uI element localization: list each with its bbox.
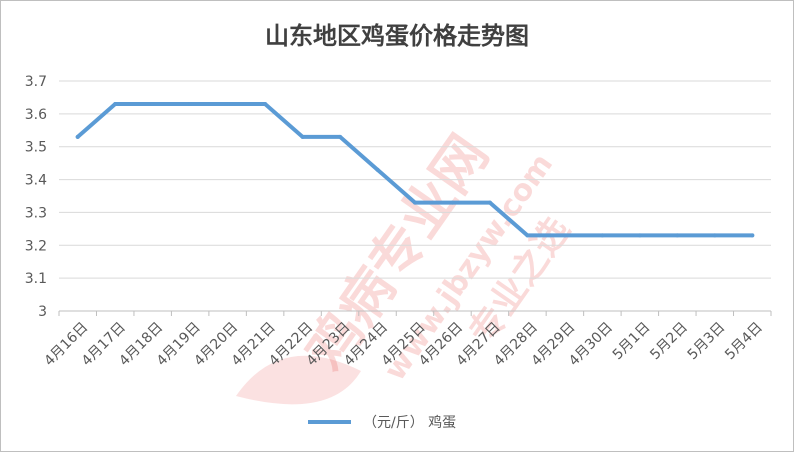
legend-label: （元/斤） 鸡蛋 [363,414,456,431]
y-tick-label: 3 [38,304,47,320]
data-point [675,233,680,238]
data-point [712,233,717,238]
y-tick-label: 3.4 [25,173,47,189]
data-point [225,102,230,106]
y-axis: 3 3.1 3.2 3.3 3.4 3.5 3.6 3.7 [25,74,47,320]
data-point [113,102,118,106]
series [75,102,755,238]
data-point [562,233,567,238]
data-point [188,102,193,106]
data-point [263,102,268,106]
chart-title: 山东地区鸡蛋价格走势图 [265,22,529,50]
data-point [338,134,343,139]
data-point [413,200,417,205]
watermark-logo [236,355,361,405]
x-tick-label: 5月2日 [647,319,691,363]
y-tick-label: 3.3 [25,205,47,221]
data-point [75,134,80,139]
legend: （元/斤） 鸡蛋 [308,414,456,431]
y-tick-label: 3.7 [25,74,47,90]
y-tick-label: 3.6 [25,107,47,123]
data-point [150,102,155,106]
y-tick-label: 3.1 [25,271,47,287]
y-tick-label: 3.2 [25,238,47,254]
y-tick-label: 3.5 [25,140,47,156]
data-point [637,233,642,238]
data-point [487,200,492,205]
data-point [525,233,530,238]
data-point [750,233,755,238]
grid [59,80,771,312]
data-point [300,134,305,139]
x-tick-label: 5月3日 [685,319,729,363]
data-point [375,167,380,172]
data-point [600,233,605,238]
data-point [450,200,455,205]
x-tick-label: 5月1日 [610,319,654,363]
x-tick-label: 5月4日 [722,319,766,363]
